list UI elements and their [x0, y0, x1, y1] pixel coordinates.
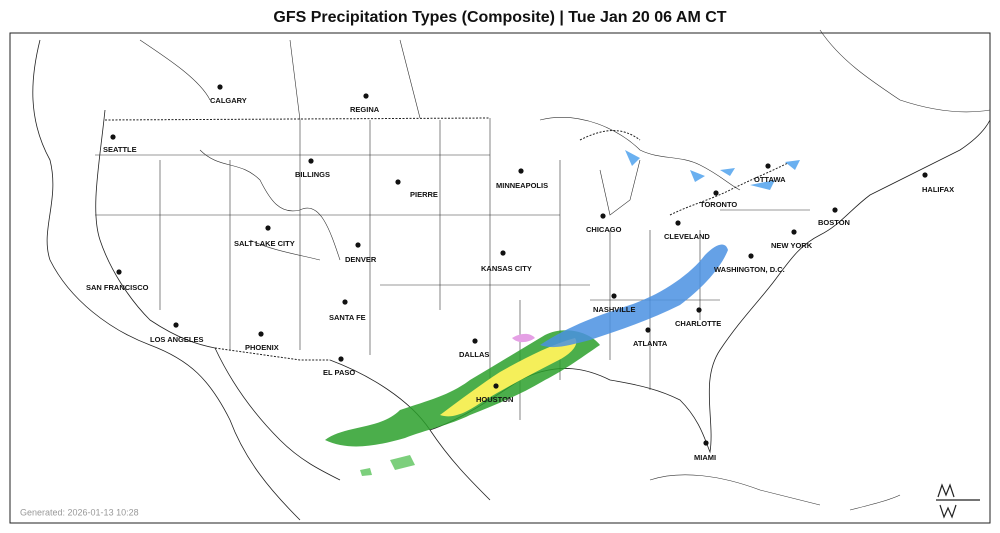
city-dot: [703, 440, 709, 446]
city-label: PHOENIX: [245, 343, 279, 352]
city: BOSTON: [818, 207, 850, 227]
city-dot: [600, 213, 606, 219]
city-label: ATLANTA: [633, 339, 668, 348]
city-label: CALGARY: [210, 96, 247, 105]
city-label: EL PASO: [323, 368, 355, 377]
city: PHOENIX: [245, 331, 279, 352]
city: SEATTLE: [103, 134, 137, 154]
city-label: MIAMI: [694, 453, 716, 462]
city: NEW YORK: [771, 229, 813, 250]
city: TORONTO: [700, 190, 737, 209]
city-dot: [217, 84, 223, 90]
city-label: OTTAWA: [754, 175, 786, 184]
city-label: HALIFAX: [922, 185, 954, 194]
city-label: HOUSTON: [476, 395, 513, 404]
city: DENVER: [345, 242, 377, 264]
city-label: SALT LAKE CITY: [234, 239, 295, 248]
city-dot: [265, 225, 271, 231]
city-dot: [338, 356, 344, 362]
city: ATLANTA: [633, 327, 668, 348]
city: DALLAS: [459, 338, 489, 359]
city-label: BOSTON: [818, 218, 850, 227]
city: NASHVILLE: [593, 293, 636, 314]
freezing-rain-area: [440, 338, 577, 417]
city: REGINA: [350, 93, 380, 114]
city-label: SANTA FE: [329, 313, 366, 322]
city: HALIFAX: [922, 172, 954, 194]
city-dot: [518, 168, 524, 174]
city-dot: [308, 158, 314, 164]
map-frame: [9, 32, 991, 524]
city-dot: [395, 179, 401, 185]
city: CLEVELAND: [664, 220, 710, 241]
city-dot: [116, 269, 122, 275]
city: CALGARY: [210, 84, 247, 105]
city-dot: [645, 327, 651, 333]
city-dot: [791, 229, 797, 235]
city-label: NEW YORK: [771, 241, 813, 250]
city-dot: [342, 299, 348, 305]
city: OTTAWA: [754, 163, 786, 184]
city-dot: [472, 338, 478, 344]
city-label: DENVER: [345, 255, 377, 264]
city-label: CHARLOTTE: [675, 319, 721, 328]
cities: CALGARY REGINA SEATTLE BILLINGS PIERRE M…: [86, 84, 954, 462]
city-label: CHICAGO: [586, 225, 622, 234]
city-label: KANSAS CITY: [481, 264, 532, 273]
city-label: WASHINGTON, D.C.: [714, 265, 785, 274]
city: MIAMI: [694, 440, 716, 462]
city: MINNEAPOLIS: [496, 168, 548, 190]
city: SANTA FE: [329, 299, 366, 322]
city-dot: [748, 253, 754, 259]
precipitation: [325, 150, 800, 476]
city-label: SAN FRANCISCO: [86, 283, 149, 292]
city: EL PASO: [323, 356, 355, 377]
city-dot: [696, 307, 702, 313]
city: BILLINGS: [295, 158, 330, 179]
city-dot: [355, 242, 361, 248]
city-label: SEATTLE: [103, 145, 137, 154]
city-dot: [611, 293, 617, 299]
city-dot: [832, 207, 838, 213]
generated-stamp: Generated: 2026-01-13 10:28: [20, 507, 139, 517]
city-dot: [110, 134, 116, 140]
city-label: LOS ANGELES: [150, 335, 203, 344]
city: PIERRE: [395, 179, 438, 199]
city: CHARLOTTE: [675, 307, 721, 328]
city: HOUSTON: [476, 383, 513, 404]
city: CHICAGO: [586, 213, 622, 234]
snow-area: [540, 244, 728, 348]
city-label: TORONTO: [700, 200, 737, 209]
city-dot: [173, 322, 179, 328]
city-label: CLEVELAND: [664, 232, 710, 241]
city-dot: [493, 383, 499, 389]
city-dot: [363, 93, 369, 99]
city-dot: [765, 163, 771, 169]
city-dot: [258, 331, 264, 337]
title: GFS Precipitation Types (Composite) | Tu…: [273, 9, 726, 26]
city-dot: [922, 172, 928, 178]
city: KANSAS CITY: [481, 250, 532, 273]
city-dot: [500, 250, 506, 256]
city-label: PIERRE: [410, 190, 438, 199]
rain-patches: [360, 455, 415, 476]
city-label: BILLINGS: [295, 170, 330, 179]
city-dot: [675, 220, 681, 226]
sleet-area: [512, 333, 535, 343]
city: LOS ANGELES: [150, 322, 203, 344]
city: SALT LAKE CITY: [234, 225, 295, 248]
city: WASHINGTON, D.C.: [714, 253, 785, 274]
city-dot: [713, 190, 719, 196]
city-label: MINNEAPOLIS: [496, 181, 548, 190]
logo: [936, 483, 980, 519]
city-label: REGINA: [350, 105, 380, 114]
city-label: NASHVILLE: [593, 305, 636, 314]
city-label: DALLAS: [459, 350, 489, 359]
city: SAN FRANCISCO: [86, 269, 149, 292]
